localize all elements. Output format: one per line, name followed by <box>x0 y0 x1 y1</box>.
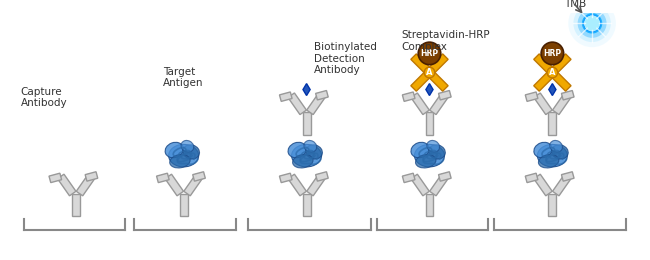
Text: A: A <box>426 68 433 77</box>
Ellipse shape <box>552 145 568 159</box>
Ellipse shape <box>534 142 552 158</box>
Ellipse shape <box>165 142 183 158</box>
Polygon shape <box>402 173 415 183</box>
Circle shape <box>573 5 611 42</box>
Polygon shape <box>57 174 76 196</box>
Polygon shape <box>85 172 98 181</box>
Ellipse shape <box>411 142 429 158</box>
Ellipse shape <box>538 144 567 167</box>
Circle shape <box>541 42 564 65</box>
Polygon shape <box>430 174 448 196</box>
Circle shape <box>582 13 603 34</box>
Ellipse shape <box>169 144 199 167</box>
FancyBboxPatch shape <box>549 193 556 216</box>
Polygon shape <box>307 174 325 196</box>
Text: HRP: HRP <box>543 49 562 58</box>
Text: HRP: HRP <box>421 49 439 58</box>
Polygon shape <box>534 54 555 75</box>
Circle shape <box>418 42 441 65</box>
Circle shape <box>584 15 601 32</box>
FancyBboxPatch shape <box>303 193 311 216</box>
Ellipse shape <box>427 140 439 152</box>
Polygon shape <box>534 174 552 196</box>
Polygon shape <box>316 172 328 181</box>
Circle shape <box>547 67 558 78</box>
Polygon shape <box>76 174 95 196</box>
Ellipse shape <box>181 140 194 152</box>
Polygon shape <box>525 92 538 101</box>
Polygon shape <box>165 174 183 196</box>
Polygon shape <box>402 92 415 101</box>
Polygon shape <box>307 93 325 115</box>
FancyBboxPatch shape <box>179 193 188 216</box>
Polygon shape <box>549 84 556 95</box>
FancyBboxPatch shape <box>426 112 434 135</box>
Text: Streptavidin-HRP
Complex: Streptavidin-HRP Complex <box>401 30 489 51</box>
Ellipse shape <box>428 145 445 159</box>
Polygon shape <box>288 174 306 196</box>
Polygon shape <box>316 90 328 100</box>
Polygon shape <box>157 173 169 183</box>
Polygon shape <box>411 93 429 115</box>
Polygon shape <box>411 174 429 196</box>
Polygon shape <box>192 172 205 181</box>
Polygon shape <box>411 70 432 91</box>
Ellipse shape <box>415 154 436 168</box>
Polygon shape <box>280 92 292 101</box>
Polygon shape <box>303 84 310 95</box>
Polygon shape <box>552 93 571 115</box>
Polygon shape <box>184 174 202 196</box>
Ellipse shape <box>415 144 445 167</box>
FancyBboxPatch shape <box>303 112 311 135</box>
Polygon shape <box>439 172 451 181</box>
Polygon shape <box>280 173 292 183</box>
Polygon shape <box>427 54 448 75</box>
Circle shape <box>568 0 616 47</box>
Polygon shape <box>411 54 432 75</box>
Polygon shape <box>534 93 552 115</box>
Text: Biotinylated
Detection
Antibody: Biotinylated Detection Antibody <box>314 42 377 75</box>
Ellipse shape <box>170 154 190 168</box>
Polygon shape <box>550 70 571 91</box>
Polygon shape <box>288 93 306 115</box>
Circle shape <box>424 67 435 78</box>
Ellipse shape <box>304 140 317 152</box>
FancyBboxPatch shape <box>549 112 556 135</box>
Ellipse shape <box>288 142 306 158</box>
Ellipse shape <box>306 145 322 159</box>
Ellipse shape <box>292 154 313 168</box>
Ellipse shape <box>292 144 322 167</box>
Text: A: A <box>549 68 556 77</box>
Text: Target
Antigen: Target Antigen <box>163 67 203 88</box>
Polygon shape <box>430 93 448 115</box>
Polygon shape <box>534 70 555 91</box>
Polygon shape <box>550 54 571 75</box>
Polygon shape <box>562 90 574 100</box>
Polygon shape <box>426 84 433 95</box>
Text: Capture
Antibody: Capture Antibody <box>21 87 68 108</box>
Polygon shape <box>562 172 574 181</box>
Polygon shape <box>49 173 62 183</box>
Circle shape <box>578 9 606 38</box>
FancyBboxPatch shape <box>426 193 434 216</box>
Ellipse shape <box>538 154 559 168</box>
Polygon shape <box>552 174 571 196</box>
Polygon shape <box>427 70 448 91</box>
Text: TMB: TMB <box>564 0 586 9</box>
Ellipse shape <box>550 140 562 152</box>
Polygon shape <box>525 173 538 183</box>
FancyBboxPatch shape <box>72 193 80 216</box>
Ellipse shape <box>183 145 200 159</box>
Polygon shape <box>439 90 451 100</box>
